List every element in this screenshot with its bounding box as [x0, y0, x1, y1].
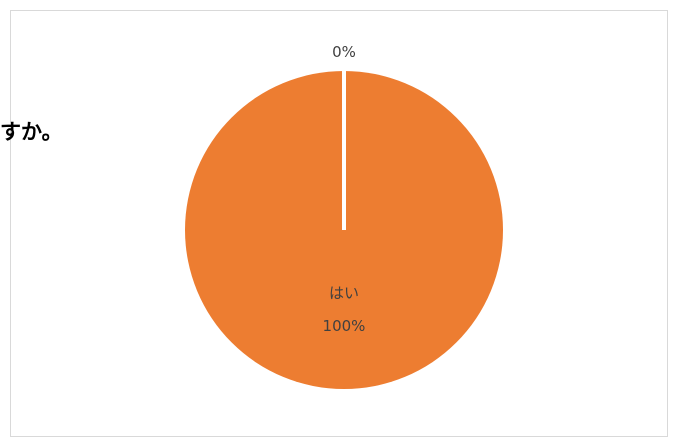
- data-label-value-hai: 100%: [323, 317, 366, 335]
- question-title-fragment: すか。: [0, 120, 63, 144]
- data-label-zero-slice: 0%: [332, 43, 356, 61]
- data-label-category-hai: はい: [329, 284, 359, 302]
